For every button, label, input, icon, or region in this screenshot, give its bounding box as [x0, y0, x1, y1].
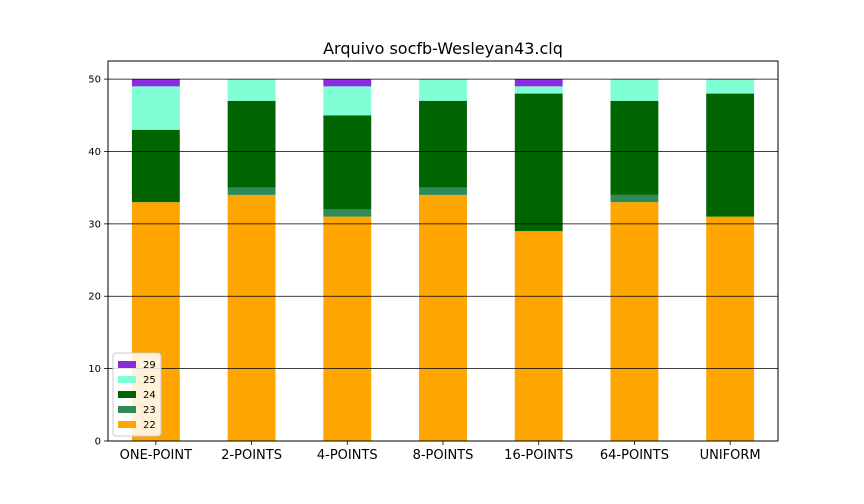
bar-segment-22-uniform [706, 216, 755, 441]
bar-segment-25-8-points [419, 79, 467, 101]
legend-label-23: 23 [143, 405, 156, 416]
bar-segment-29-16-points [514, 79, 563, 87]
bar-segment-24-8-points [419, 100, 467, 188]
bar-segment-23-64-points [610, 194, 659, 203]
x-tick-label-4-points: 4-POINTS [317, 448, 378, 463]
bars [131, 79, 755, 441]
bar-segment-29-one-point [131, 79, 180, 87]
bar-segment-24-one-point [131, 129, 180, 203]
bar-segment-25-4-points [323, 86, 372, 116]
y-tick-label: 0 [95, 437, 101, 448]
bar-segment-23-4-points [323, 209, 372, 217]
bar-segment-24-4-points [323, 115, 372, 210]
bar-segment-22-4-points [323, 216, 372, 441]
x-tick-label-64-points: 64-POINTS [600, 448, 669, 463]
bar-segment-25-64-points [610, 79, 659, 101]
x-tick-label-one-point: ONE-POINT [120, 448, 192, 463]
bar-segment-24-64-points [610, 100, 659, 195]
legend-swatch-25 [118, 376, 136, 383]
bar-segment-23-8-points [419, 187, 467, 195]
bar-segment-23-2-points [227, 187, 276, 195]
bar-segment-24-16-points [514, 93, 563, 232]
bar-segment-24-2-points [227, 100, 276, 188]
legend-swatch-24 [118, 391, 136, 398]
bar-segment-25-uniform [706, 79, 755, 94]
legend: 29 25 24 23 22 [112, 352, 162, 437]
y-tick-label: 30 [88, 219, 101, 230]
bar-segment-22-16-points [514, 231, 563, 441]
legend-label-22: 22 [143, 420, 156, 431]
legend-label-25: 25 [143, 375, 156, 386]
x-tick-label-2-points: 2-POINTS [221, 448, 282, 463]
x-tick-label-16-points: 16-POINTS [504, 448, 573, 463]
y-tick-label: 40 [88, 147, 101, 158]
bar-segment-22-2-points [227, 194, 276, 441]
chart-title: Arquivo socfb-Wesleyan43.clq [323, 39, 563, 58]
legend-label-29: 29 [143, 360, 156, 371]
x-tick-label-8-points: 8-POINTS [413, 448, 474, 463]
bar-segment-25-2-points [227, 79, 276, 101]
bar-segment-29-4-points [323, 79, 372, 87]
legend-box [112, 352, 162, 437]
legend-label-24: 24 [143, 390, 156, 401]
x-tick-label-uniform: UNIFORM [700, 448, 761, 463]
bar-segment-24-uniform [706, 93, 755, 217]
axes: 0 10 20 30 40 50 ONE-POINT 2-POINTS 4-POINTS 8-PO… [88, 75, 760, 463]
bar-segment-25-16-points [514, 86, 563, 94]
bar-segment-22-64-points [610, 202, 659, 441]
legend-swatch-23 [118, 406, 136, 413]
bar-segment-25-one-point [131, 86, 180, 130]
bar-segment-22-8-points [419, 194, 467, 441]
y-tick-label: 10 [88, 364, 101, 375]
legend-swatch-29 [118, 361, 136, 368]
y-tick-label: 20 [88, 292, 101, 303]
legend-swatch-22 [118, 421, 136, 428]
y-tick-label: 50 [88, 75, 101, 86]
